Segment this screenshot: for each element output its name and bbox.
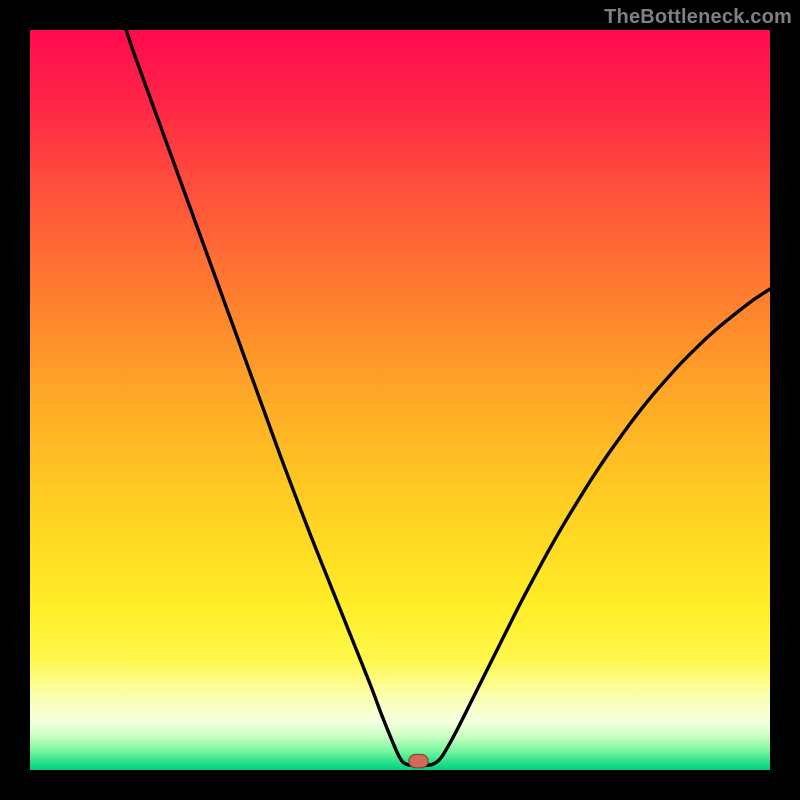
optimal-point-marker [409,754,428,767]
chart-container: TheBottleneck.com [0,0,800,800]
watermark-text: TheBottleneck.com [604,6,792,29]
bottleneck-plot [30,30,770,770]
gradient-background [30,30,770,770]
